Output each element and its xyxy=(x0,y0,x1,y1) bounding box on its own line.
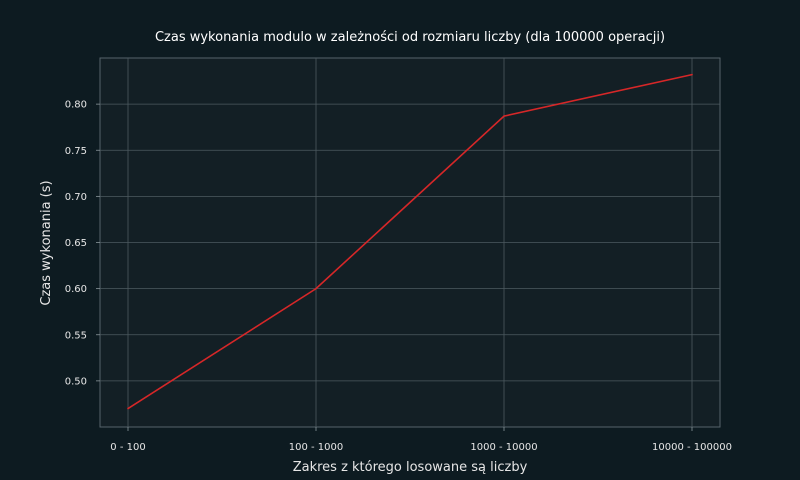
y-axis-ticks: 0.50 0.55 0.60 0.65 0.70 0.75 0.80 xyxy=(65,100,100,387)
y-tick-label: 0.60 xyxy=(65,284,87,295)
series-line xyxy=(127,73,693,410)
data-point xyxy=(127,407,129,410)
x-tick-label: 0 - 100 xyxy=(110,442,145,453)
y-tick-label: 0.70 xyxy=(65,192,87,203)
data-point xyxy=(691,73,693,76)
y-tick-label: 0.75 xyxy=(65,146,87,157)
x-axis-label: Zakres z którego losowane są liczby xyxy=(293,460,528,475)
y-tick-label: 0.65 xyxy=(65,238,87,249)
x-axis-ticks: 0 - 100 100 - 1000 1000 - 10000 10000 - 100… xyxy=(110,427,732,453)
x-tick-label: 100 - 1000 xyxy=(289,442,344,453)
grid xyxy=(100,58,720,427)
series-layer xyxy=(127,73,693,410)
y-tick-label: 0.80 xyxy=(65,100,87,111)
data-point xyxy=(503,115,505,117)
x-tick-label: 10000 - 100000 xyxy=(652,442,732,453)
y-axis-label: Czas wykonania (s) xyxy=(39,180,54,305)
chart-title: Czas wykonania modulo w zależności od ro… xyxy=(155,30,665,45)
x-tick-label: 1000 - 10000 xyxy=(470,442,537,453)
data-point xyxy=(315,287,317,290)
y-tick-label: 0.55 xyxy=(65,330,87,341)
y-tick-label: 0.50 xyxy=(65,376,87,387)
